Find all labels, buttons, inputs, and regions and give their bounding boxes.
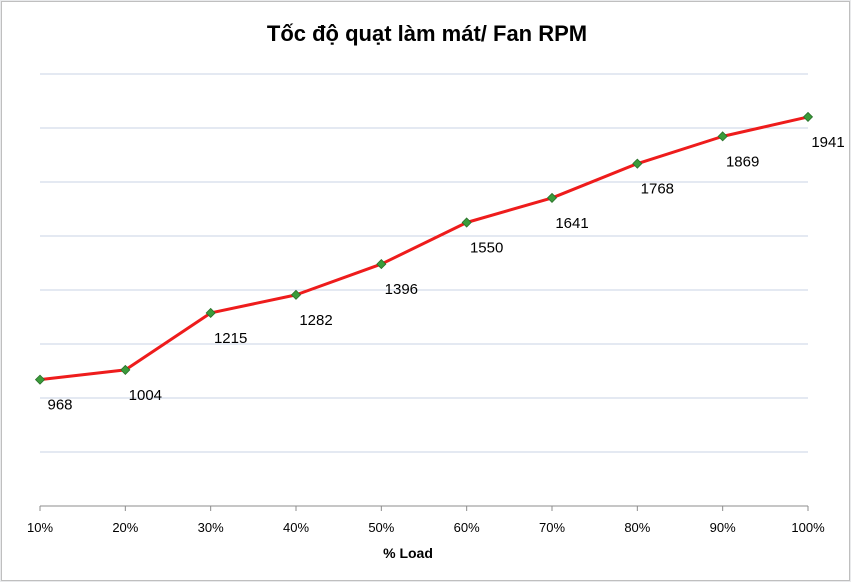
data-point bbox=[290, 289, 302, 300]
x-ticks: 10% 20% 30% 40% 50% 60% 70% 80% 90% 100% bbox=[27, 506, 825, 535]
x-tick-label: 80% bbox=[624, 520, 650, 535]
x-tick-label: 40% bbox=[283, 520, 309, 535]
watermark: PCMAG.VN bbox=[742, 552, 834, 571]
chart-title: Tốc độ quạt làm mát/ Fan RPM bbox=[267, 21, 587, 46]
data-point bbox=[34, 374, 46, 385]
data-label: 1550 bbox=[470, 240, 503, 257]
x-tick-label: 30% bbox=[198, 520, 224, 535]
data-label: 968 bbox=[47, 397, 72, 414]
data-point bbox=[461, 217, 472, 228]
data-point bbox=[717, 131, 728, 142]
data-label: 1282 bbox=[299, 312, 332, 329]
data-label: 1641 bbox=[555, 215, 588, 232]
x-tick-label: 70% bbox=[539, 520, 565, 535]
data-label: 1869 bbox=[726, 153, 759, 170]
data-label: 1215 bbox=[214, 330, 247, 347]
x-tick-label: 10% bbox=[27, 520, 53, 535]
data-label: 1004 bbox=[129, 387, 162, 404]
data-label: 1941 bbox=[811, 134, 844, 151]
x-tick-label: 60% bbox=[454, 520, 480, 535]
data-point bbox=[205, 307, 216, 319]
data-point bbox=[120, 364, 131, 375]
data-point bbox=[632, 158, 643, 169]
x-tick-label: 90% bbox=[710, 520, 736, 535]
data-label: 1396 bbox=[385, 281, 418, 298]
x-tick-label: 50% bbox=[368, 520, 394, 535]
x-tick-label: 100% bbox=[791, 520, 825, 535]
x-axis-label: % Load bbox=[383, 545, 433, 561]
data-labels: 968 1004 1215 1282 1396 1550 1641 1768 1869 1941 bbox=[47, 134, 844, 414]
x-tick-label: 20% bbox=[112, 520, 138, 535]
data-point bbox=[376, 259, 387, 270]
series-line bbox=[39, 115, 809, 382]
data-label: 1768 bbox=[641, 181, 674, 198]
gridlines bbox=[40, 73, 808, 453]
series-markers bbox=[34, 111, 814, 385]
data-point bbox=[802, 111, 814, 122]
data-point bbox=[546, 192, 558, 203]
